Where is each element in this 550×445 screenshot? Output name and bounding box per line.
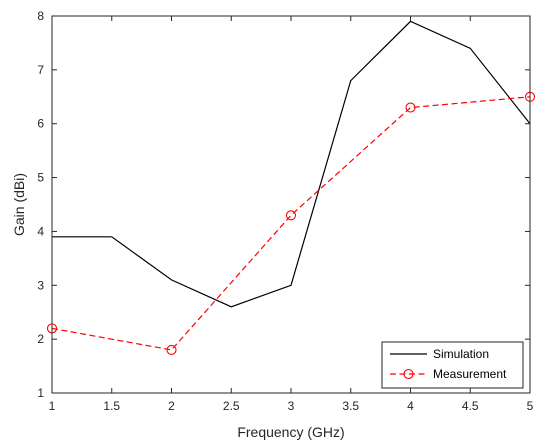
- plot-frame: [51, 15, 531, 394]
- x-axis-label: Frequency (GHz): [237, 424, 344, 440]
- y-axis-label: Gain (dBi): [11, 173, 27, 236]
- y-tick-label: 7: [37, 63, 44, 77]
- data-point-measurement: [166, 344, 177, 355]
- legend: Simulation Measurement: [381, 341, 524, 389]
- x-tick-label: 2: [168, 399, 175, 413]
- y-tick-label: 5: [37, 171, 44, 185]
- y-tick-label: 3: [37, 278, 44, 292]
- y-tick-label: 6: [37, 117, 44, 131]
- y-tick-label: 4: [37, 224, 44, 238]
- legend-marker-measurement: [403, 368, 414, 380]
- data-point-measurement: [405, 102, 416, 113]
- x-tick-label: 2.5: [223, 399, 240, 413]
- legend-label-simulation: Simulation: [433, 347, 489, 361]
- plot-area: [52, 16, 530, 393]
- x-tick-label: 1.5: [103, 399, 120, 413]
- y-tick-label: 8: [37, 9, 44, 23]
- plot-border: [51, 15, 531, 394]
- y-tick-label: 2: [37, 332, 44, 346]
- x-tick-label: 3: [288, 399, 295, 413]
- series-line-measurement: [51, 96, 531, 351]
- x-tick-label: 4: [407, 399, 414, 413]
- plot-background: [52, 16, 530, 393]
- legend-box: [381, 341, 524, 389]
- x-tick-label: 5: [527, 399, 534, 413]
- x-tick-label: 4.5: [462, 399, 479, 413]
- data-point-measurement: [285, 210, 297, 221]
- axis-ticks: 1 1.5 2 2.5 3 3.5 4 4.5 5 1 2 3 4 5 6 7 8: [37, 9, 533, 413]
- series-line-simulation: [52, 20, 531, 308]
- x-tick-label: 3.5: [342, 399, 359, 413]
- legend-label-measurement: Measurement: [433, 367, 507, 381]
- y-tick-label: 1: [37, 386, 44, 400]
- x-tick-label: 1: [49, 399, 56, 413]
